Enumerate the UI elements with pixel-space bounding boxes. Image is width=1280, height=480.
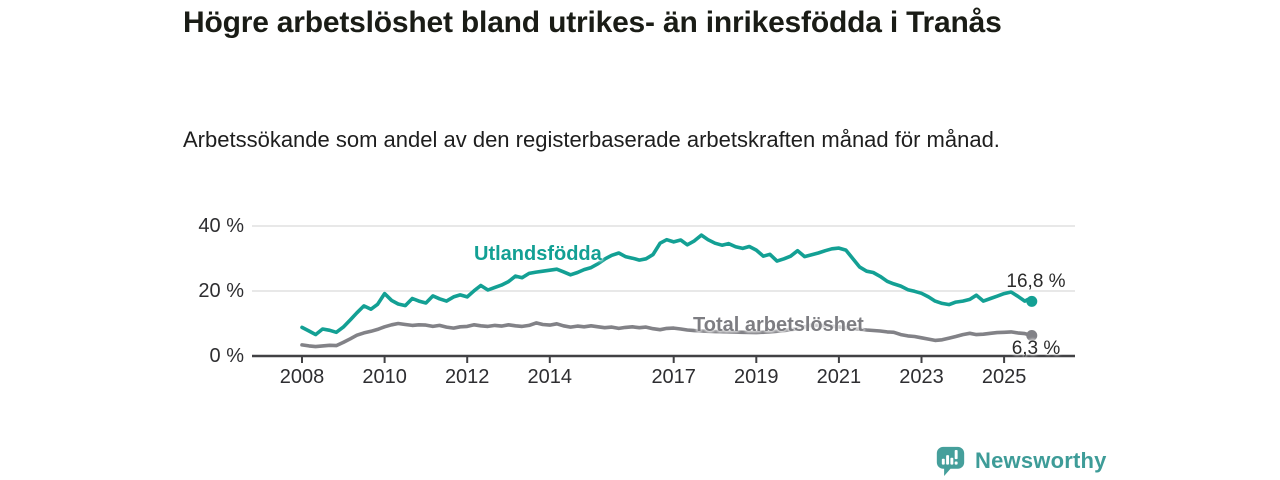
- x-axis-label: 2014: [527, 366, 573, 388]
- y-axis-label: 40 %: [198, 215, 244, 237]
- end-value-label-utlandsfodda: 16,8 %: [1006, 271, 1066, 292]
- newsworthy-wordmark: Newsworthy: [975, 448, 1107, 473]
- y-axis-label: 0 %: [209, 345, 244, 367]
- chart-title: Högre arbetslöshet bland utrikes- än inr…: [183, 6, 1002, 39]
- chart-subtitle: Arbetssökande som andel av den registerb…: [183, 127, 1000, 152]
- x-axis-label: 2025: [981, 366, 1027, 388]
- x-axis-label: 2012: [444, 366, 490, 388]
- x-axis-label: 2010: [362, 366, 407, 388]
- x-axis-label: 2017: [651, 366, 696, 388]
- series-line-1: [300, 321, 1034, 349]
- newsworthy-logo[interactable]: Newsworthy: [935, 445, 1107, 477]
- x-axis-label: 2021: [816, 366, 862, 388]
- x-axis-label: 2008: [279, 366, 325, 388]
- end-value-label-total: 6,3 %: [1011, 338, 1061, 359]
- series-label-utlandsfodda: Utlandsfödda: [474, 243, 602, 265]
- series-end-dot-0: [1026, 295, 1038, 307]
- bar-chart-speech-bubble-icon: [935, 445, 966, 477]
- series-line-0: [300, 233, 1034, 337]
- y-axis-label: 20 %: [198, 280, 244, 302]
- x-axis-label: 2023: [899, 366, 944, 388]
- series-label-total-arbetsloshet: Total arbetslöshet: [693, 314, 864, 336]
- x-axis-label: 2019: [734, 366, 779, 388]
